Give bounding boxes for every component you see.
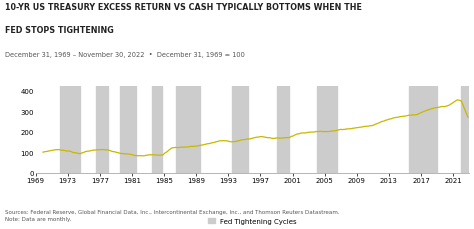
Bar — [120, 87, 136, 173]
Text: Sources: Federal Reserve, Global Financial Data, Inc., Intercontinental Exchange: Sources: Federal Reserve, Global Financi… — [5, 210, 339, 221]
Bar — [461, 87, 469, 173]
Bar — [409, 87, 437, 173]
Text: FED STOPS TIGHTENING: FED STOPS TIGHTENING — [5, 26, 113, 35]
Bar — [317, 87, 337, 173]
Legend: Fed Tightening Cycles: Fed Tightening Cycles — [208, 218, 297, 224]
Bar — [96, 87, 108, 173]
Bar — [176, 87, 200, 173]
Bar — [60, 87, 80, 173]
Bar — [152, 87, 163, 173]
Text: 10-YR US TREASURY EXCESS RETURN VS CASH TYPICALLY BOTTOMS WHEN THE: 10-YR US TREASURY EXCESS RETURN VS CASH … — [5, 3, 362, 12]
Bar — [276, 87, 289, 173]
Text: December 31, 1969 – November 30, 2022  •  December 31, 1969 = 100: December 31, 1969 – November 30, 2022 • … — [5, 52, 245, 57]
Bar — [232, 87, 248, 173]
